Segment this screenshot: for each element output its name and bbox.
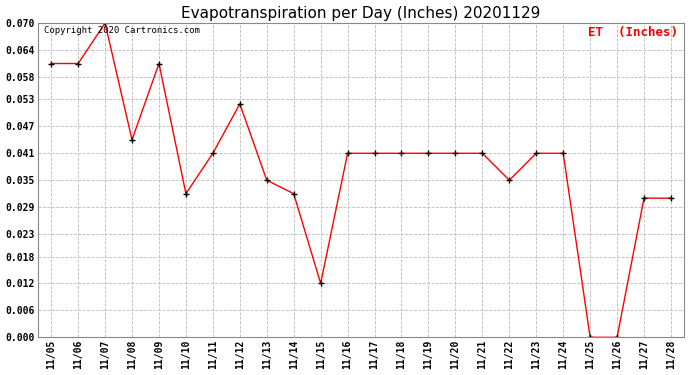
Title: Evapotranspiration per Day (Inches) 20201129: Evapotranspiration per Day (Inches) 2020…	[181, 6, 541, 21]
Text: Copyright 2020 Cartronics.com: Copyright 2020 Cartronics.com	[44, 26, 200, 35]
Text: ET  (Inches): ET (Inches)	[588, 26, 678, 39]
